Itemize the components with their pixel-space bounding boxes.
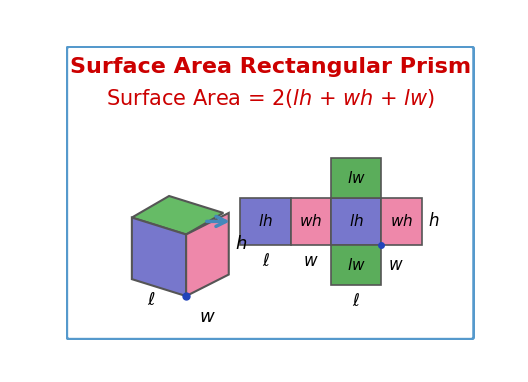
Bar: [381, 198, 422, 244]
Text: $\ell$: $\ell$: [352, 292, 360, 310]
Text: $h$: $h$: [428, 212, 439, 230]
Polygon shape: [186, 213, 229, 296]
Text: $\ell$: $\ell$: [147, 291, 156, 309]
Text: $h$: $h$: [235, 235, 247, 253]
Bar: [331, 158, 381, 198]
Polygon shape: [132, 196, 223, 235]
Text: Surface Area Rectangular Prism: Surface Area Rectangular Prism: [70, 57, 471, 78]
Text: $\ell$: $\ell$: [261, 252, 270, 270]
Text: $w$: $w$: [388, 256, 403, 274]
Bar: [331, 244, 381, 285]
Text: $wh$: $wh$: [299, 214, 323, 230]
Bar: [240, 198, 291, 244]
Text: $lh$: $lh$: [349, 214, 364, 230]
Bar: [291, 198, 331, 244]
Text: $w$: $w$: [200, 308, 216, 325]
Polygon shape: [132, 218, 186, 296]
Text: $lw$: $lw$: [347, 257, 365, 272]
Text: $w$: $w$: [303, 252, 319, 270]
Text: $lw$: $lw$: [347, 170, 365, 186]
Text: $lh$: $lh$: [258, 214, 273, 230]
Text: Surface Area = 2($\mathit{lh}$ + $\mathit{wh}$ + $\mathit{lw}$): Surface Area = 2($\mathit{lh}$ + $\mathi…: [106, 87, 435, 110]
Text: $wh$: $wh$: [390, 214, 413, 230]
Bar: [331, 198, 381, 244]
